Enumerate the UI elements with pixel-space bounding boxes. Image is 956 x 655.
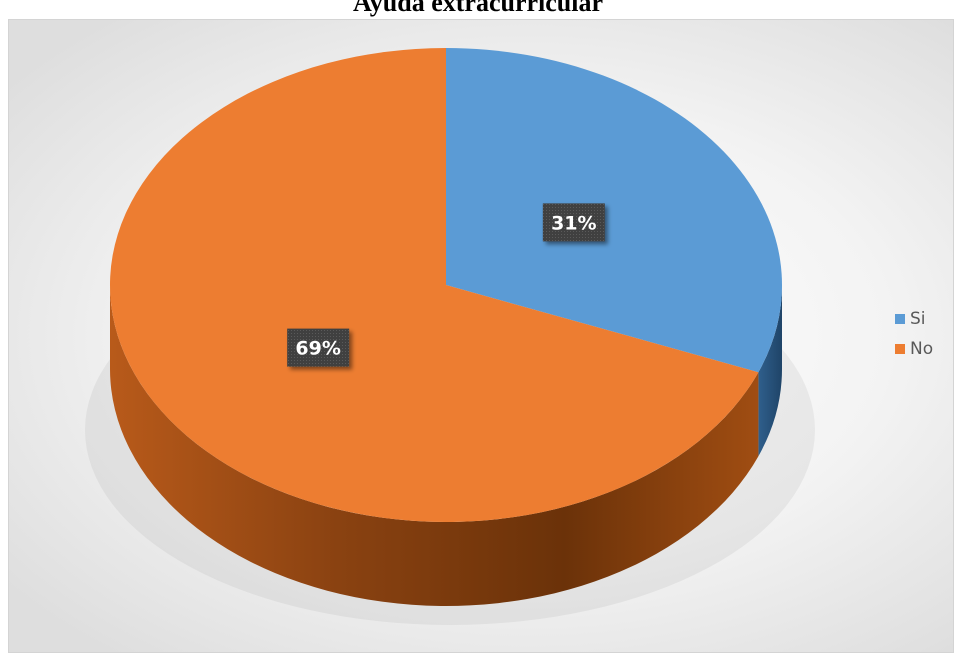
data-label-text: 31% bbox=[551, 212, 596, 234]
legend-item-si: Si bbox=[895, 304, 933, 334]
legend-item-no: No bbox=[895, 334, 933, 364]
pie-side-si bbox=[758, 285, 782, 457]
data-label-no: 69% bbox=[287, 328, 350, 367]
data-label-si: 31% bbox=[542, 203, 605, 242]
legend: Si No bbox=[895, 304, 933, 364]
data-label-box bbox=[542, 203, 605, 242]
data-label-box bbox=[287, 328, 350, 367]
legend-label: Si bbox=[910, 309, 926, 329]
legend-swatch bbox=[895, 344, 905, 354]
pie-side-no bbox=[110, 285, 759, 607]
pie-slice-si bbox=[446, 48, 782, 373]
legend-swatch bbox=[895, 314, 905, 324]
legend-label: No bbox=[910, 339, 934, 359]
chart-title: Ayuda extracurricular bbox=[352, 0, 604, 17]
data-label-text: 69% bbox=[295, 338, 340, 360]
pie-slice-no bbox=[110, 47, 759, 522]
